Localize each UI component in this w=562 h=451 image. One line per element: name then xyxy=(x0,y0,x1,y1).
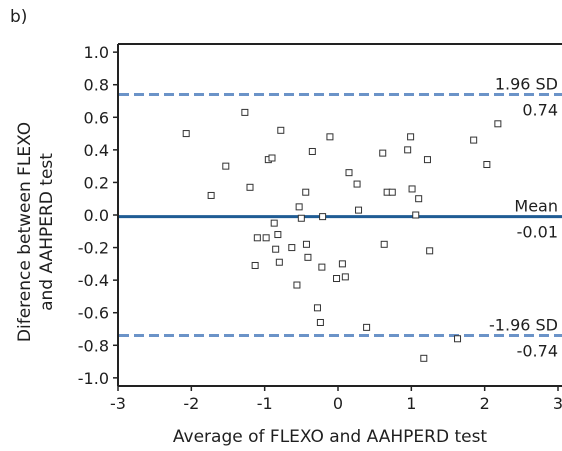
data-point xyxy=(353,180,361,188)
data-point xyxy=(355,206,363,214)
y-tick-label: 0.0 xyxy=(84,206,109,225)
y-axis-label-line-1: Diference between FLEXO xyxy=(15,122,35,342)
reference-line-label: Mean xyxy=(514,197,558,216)
y-axis-label-line-2: and AAHPERD test xyxy=(37,153,57,311)
data-point xyxy=(293,281,301,289)
y-tick-label: 0.4 xyxy=(84,141,109,160)
data-point xyxy=(304,253,312,261)
data-point xyxy=(379,149,387,157)
data-point xyxy=(483,161,491,169)
x-tick-label: 2 xyxy=(480,394,490,413)
data-point xyxy=(326,133,334,141)
data-point xyxy=(288,244,296,252)
data-point xyxy=(415,195,423,203)
data-point xyxy=(270,219,278,227)
data-point xyxy=(454,335,462,343)
data-point xyxy=(426,247,434,255)
data-point xyxy=(388,188,396,196)
x-tick-label: -2 xyxy=(183,394,199,413)
reference-line-value: -0.74 xyxy=(517,342,558,361)
x-tick-label: -3 xyxy=(110,394,126,413)
y-axis-label: Diference between FLEXO and AAHPERD test xyxy=(15,122,57,342)
data-point xyxy=(302,240,310,248)
data-point xyxy=(274,231,282,239)
y-tick-label: -1.0 xyxy=(78,369,109,388)
data-point xyxy=(345,169,353,177)
data-point xyxy=(302,188,310,196)
x-tick-label: 1 xyxy=(406,394,416,413)
data-point xyxy=(295,203,303,211)
data-point xyxy=(246,183,254,191)
data-point xyxy=(316,318,324,326)
plot-area: -1.0 -0.8 -0.6 -0.4 -0.2 0.0 0.2 0.4 0.6 0.8 1.0 -3… xyxy=(78,43,562,413)
y-tick-label: -0.8 xyxy=(78,336,109,355)
y-tick-label: -0.2 xyxy=(78,239,109,258)
y-tick-label: 0.6 xyxy=(84,108,109,127)
reference-line-value: -0.01 xyxy=(517,223,558,242)
data-point xyxy=(423,156,431,164)
data-point xyxy=(313,304,321,312)
data-point xyxy=(308,147,316,155)
y-tick-label: 0.2 xyxy=(84,173,109,192)
data-point xyxy=(338,260,346,268)
data-point xyxy=(333,275,341,283)
y-tick-label: -0.4 xyxy=(78,271,109,290)
data-point xyxy=(253,234,261,242)
data-point xyxy=(222,162,230,170)
data-point xyxy=(363,323,371,331)
panel-label: b) xyxy=(10,7,27,27)
data-point xyxy=(380,240,388,248)
data-point xyxy=(341,273,349,281)
data-point xyxy=(297,214,305,222)
data-point xyxy=(275,258,283,266)
data-point xyxy=(494,120,502,128)
data-point xyxy=(277,126,285,134)
data-point xyxy=(318,263,326,271)
data-point xyxy=(268,154,276,162)
y-tick-label: 1.0 xyxy=(84,43,109,62)
x-tick-label: 3 xyxy=(553,394,562,413)
x-axis-label: Average of FLEXO and AAHPERD test xyxy=(173,427,488,446)
data-point xyxy=(319,213,327,221)
data-point xyxy=(182,130,190,138)
data-point xyxy=(470,136,478,144)
data-point xyxy=(241,108,249,116)
reference-line-value: 0.74 xyxy=(522,100,558,119)
y-tick-label: 0.8 xyxy=(84,76,109,95)
x-tick-label: -1 xyxy=(257,394,273,413)
data-point xyxy=(207,191,215,199)
data-point xyxy=(407,133,415,141)
data-point xyxy=(408,185,416,193)
data-point xyxy=(272,245,280,253)
data-point xyxy=(404,146,412,154)
data-point xyxy=(412,211,420,219)
reference-line-label: -1.96 SD xyxy=(489,316,558,335)
data-point xyxy=(420,354,428,362)
data-point xyxy=(251,261,259,269)
y-tick-label: -0.6 xyxy=(78,304,109,323)
reference-line-label: 1.96 SD xyxy=(495,74,558,93)
x-tick-label: 0 xyxy=(333,394,343,413)
data-point xyxy=(262,234,270,242)
